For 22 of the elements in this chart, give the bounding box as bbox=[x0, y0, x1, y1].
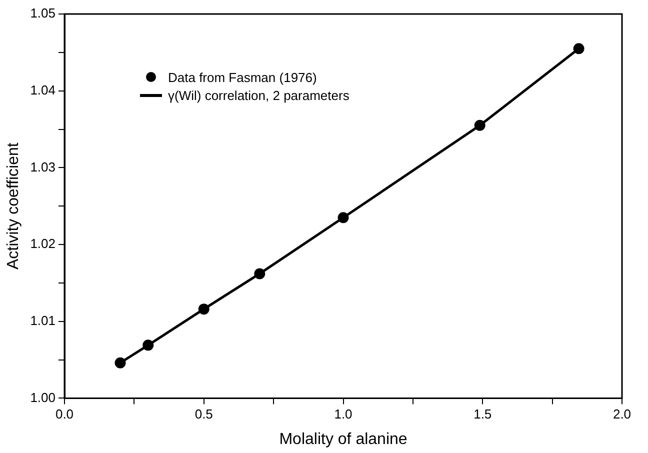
point bbox=[573, 43, 584, 54]
y-tick-label: 1.00 bbox=[30, 390, 56, 405]
y-tick-label: 1.01 bbox=[30, 312, 56, 328]
legend-label: Data from Fasman (1976) bbox=[168, 70, 317, 84]
y-tick-label: 1.02 bbox=[30, 236, 56, 252]
x-tick-label: 0.5 bbox=[194, 406, 213, 422]
y-tick-label: 1.03 bbox=[30, 159, 56, 174]
point bbox=[114, 357, 126, 368]
y-tick-label: 1.05 bbox=[30, 6, 56, 21]
point bbox=[254, 268, 266, 280]
x-axis-title: Molality of alanine bbox=[279, 430, 408, 448]
x-tick-label: 2.0 bbox=[612, 406, 632, 422]
y-tick-label: 1.04 bbox=[30, 82, 56, 98]
point bbox=[474, 120, 486, 131]
x-tick-label: 1.0 bbox=[334, 406, 352, 422]
y-axis-title: Activity coefficient bbox=[5, 142, 22, 270]
point bbox=[142, 340, 154, 351]
point bbox=[338, 212, 349, 224]
point bbox=[198, 304, 210, 315]
x-tick-label: 1.5 bbox=[474, 406, 492, 422]
x-tick-label: 0.0 bbox=[55, 406, 74, 422]
legend-label: γ(Wil) correlation, 2 parameters bbox=[168, 88, 350, 102]
